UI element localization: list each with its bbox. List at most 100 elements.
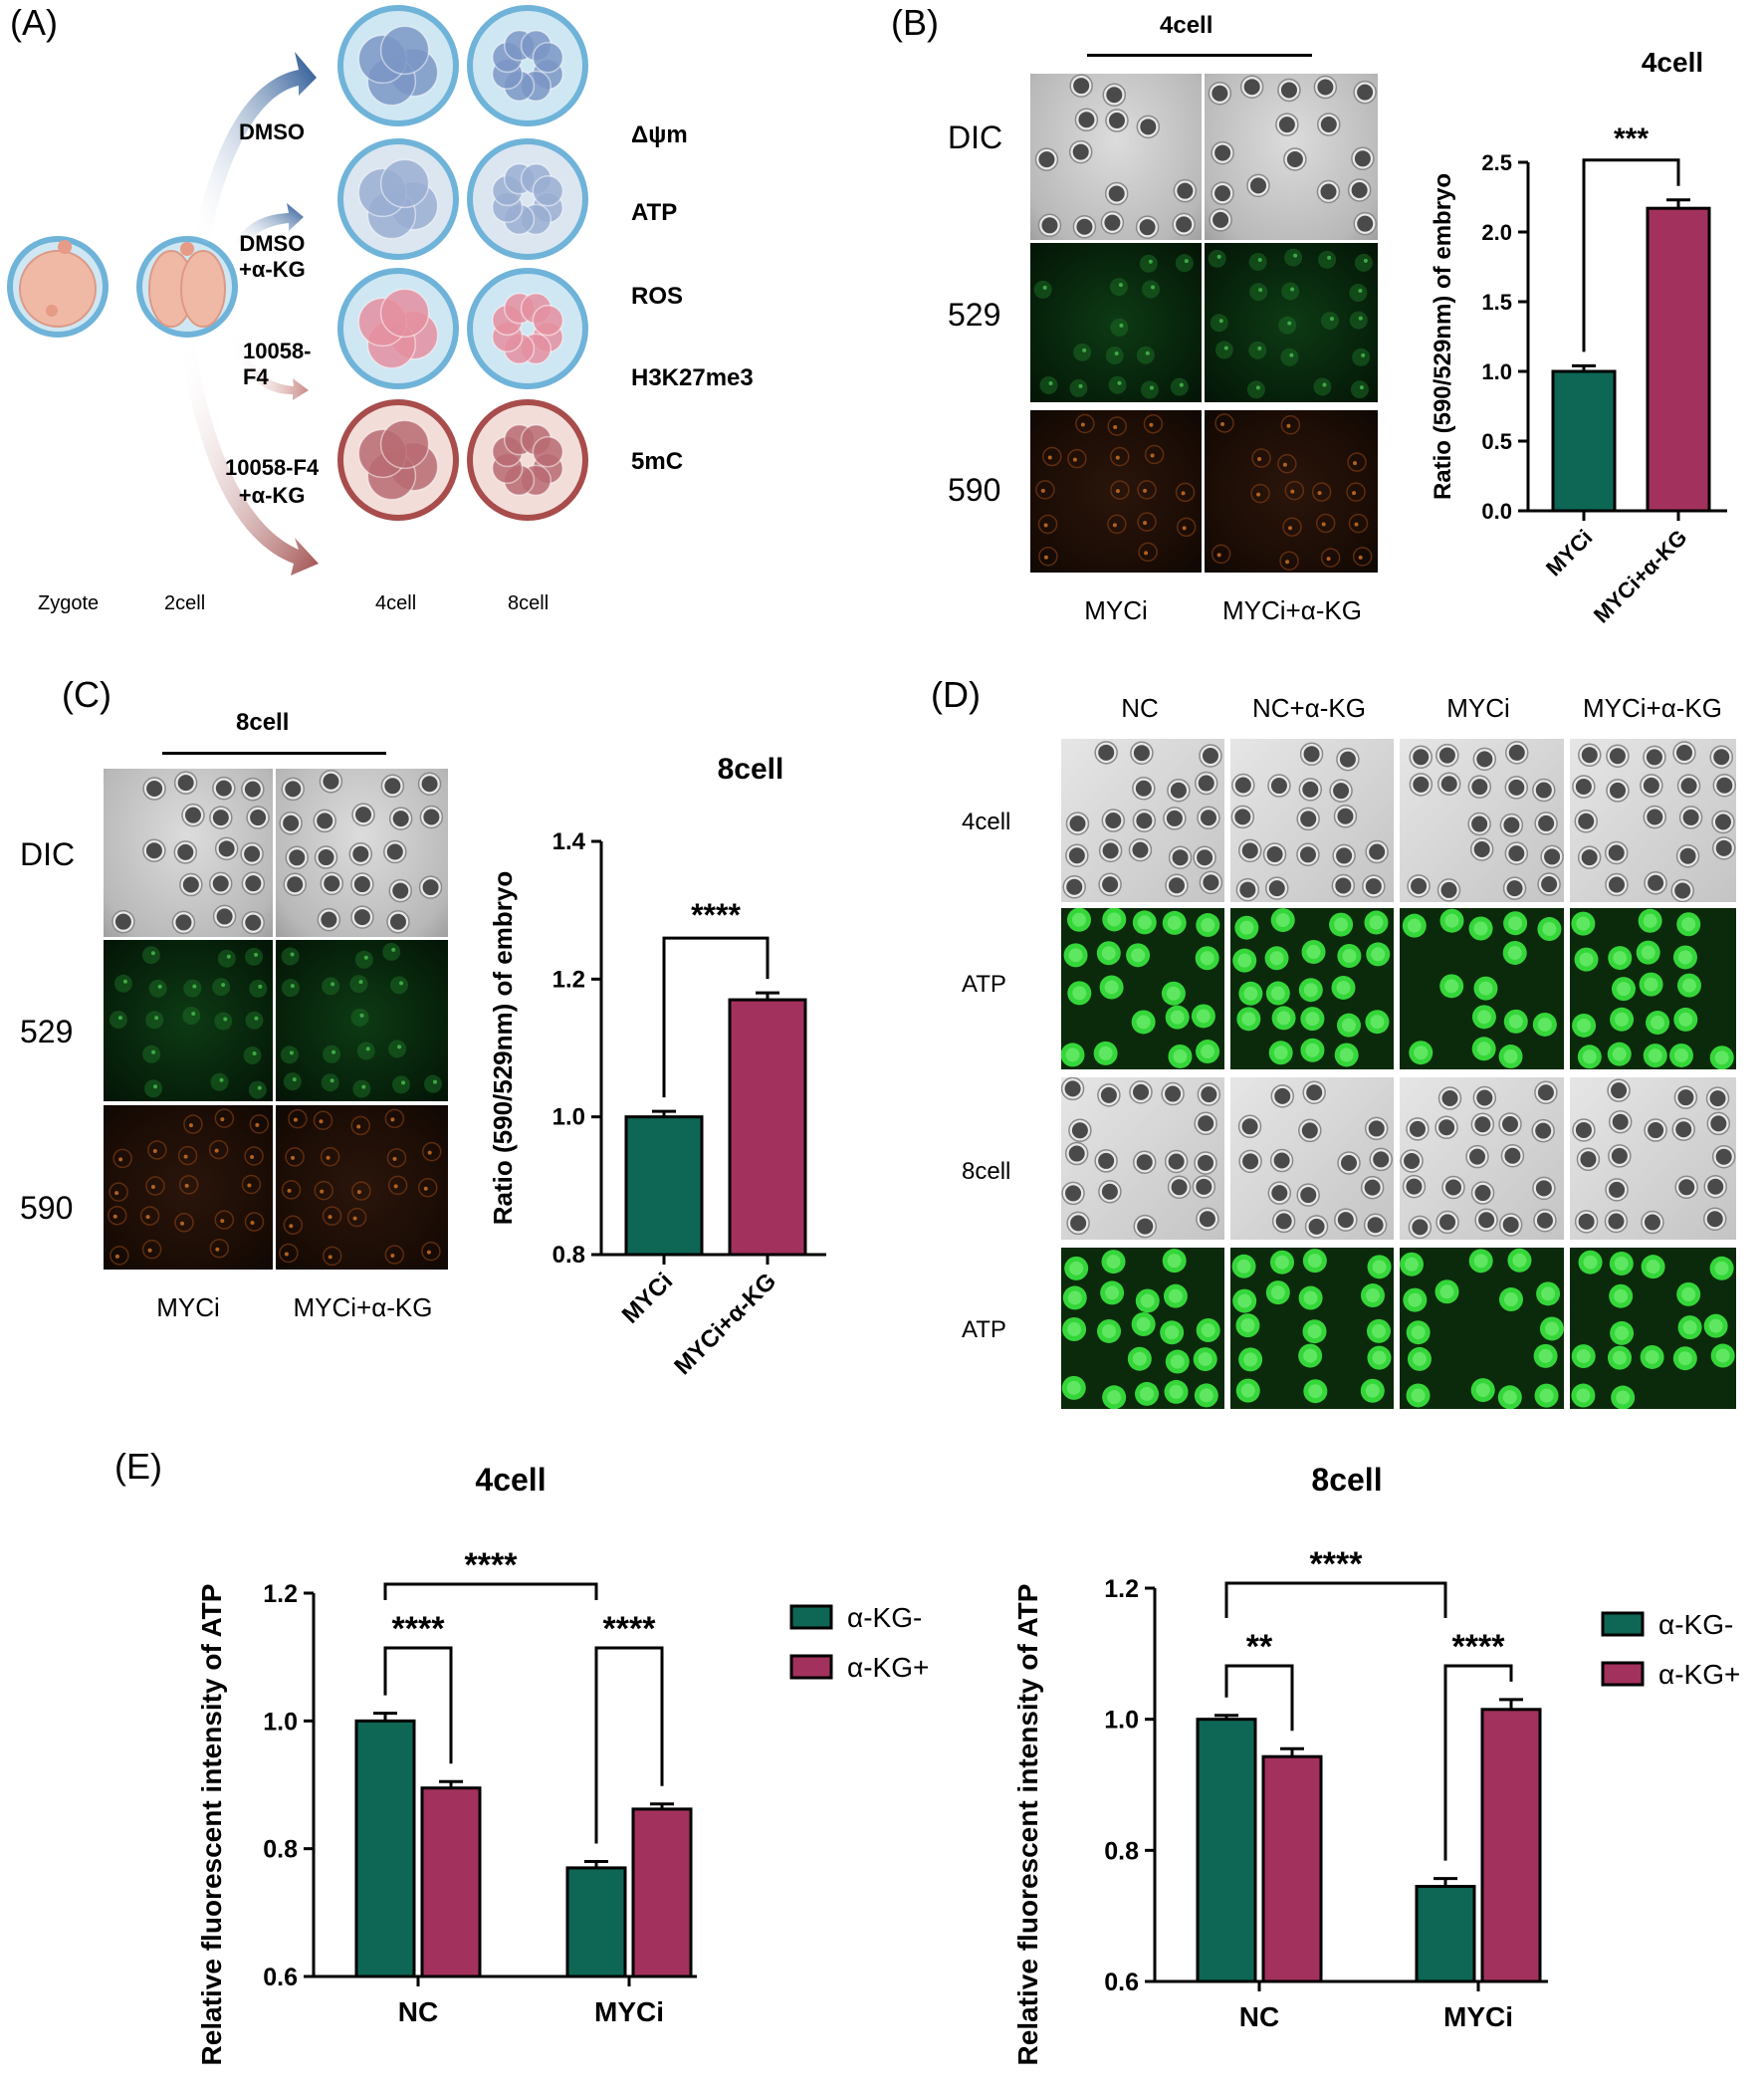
embryo-core xyxy=(1476,1042,1491,1056)
legend-label: α-KG+ xyxy=(1658,1659,1740,1690)
embryo xyxy=(418,1177,438,1198)
assay-label-dpsi: Δψm xyxy=(631,121,688,148)
embryo-core xyxy=(1538,814,1555,831)
embryo-core xyxy=(1357,84,1374,101)
mito-spot xyxy=(1286,423,1291,428)
embryo-core xyxy=(1537,1084,1554,1101)
embryo xyxy=(113,974,132,993)
mito-spot xyxy=(290,984,295,989)
embryo-field xyxy=(1572,1078,1736,1235)
embryo-core xyxy=(1170,782,1187,799)
embryo-core xyxy=(1173,1048,1188,1063)
embryo-core xyxy=(1651,1016,1665,1031)
panel-c-row-590: 590 xyxy=(20,1190,74,1226)
mito-spot xyxy=(258,984,263,989)
embryo-core xyxy=(1168,1288,1183,1303)
embryo-core xyxy=(1067,1322,1082,1337)
embryo-core xyxy=(1357,215,1374,232)
embryo-core xyxy=(1504,1147,1521,1164)
bar-nc-akg-plus xyxy=(1261,1754,1323,1983)
embryo-field xyxy=(1211,413,1373,572)
embryo xyxy=(174,1213,194,1233)
embryo-core xyxy=(1508,916,1523,931)
mito-spot xyxy=(361,1084,366,1089)
embryo-core xyxy=(323,773,339,790)
micrograph-d-8cell-dic-myci-akg xyxy=(1570,1077,1736,1240)
embryo-core xyxy=(1168,1153,1185,1170)
treatment-label-dmso-akg: DMSO +α-KG xyxy=(239,231,306,282)
embryo-core xyxy=(1471,779,1488,796)
embryo xyxy=(1251,448,1271,468)
embryo xyxy=(1143,413,1164,434)
significance-bracket-within-nc xyxy=(1224,1664,1294,1732)
embryo-core xyxy=(1105,1285,1120,1300)
embryo-core xyxy=(1576,916,1591,931)
mito-spot xyxy=(1148,259,1153,264)
bar-myci xyxy=(624,1115,704,1257)
embryo-core xyxy=(1680,778,1697,795)
mito-spot xyxy=(397,1044,402,1049)
bar-nc-akg-minus xyxy=(354,1719,416,1978)
embryo xyxy=(1110,446,1130,467)
panel-d-col-myci: MYCi xyxy=(1446,693,1510,723)
micrograph-b-dic-myci-akg xyxy=(1205,74,1378,240)
embryo xyxy=(244,1212,265,1232)
legend-swatch xyxy=(1601,1611,1645,1637)
mito-spot xyxy=(393,1184,398,1189)
mito-spot xyxy=(319,1119,324,1124)
embryo-core xyxy=(1366,1288,1381,1303)
embryo-core xyxy=(1613,951,1628,966)
embryo-core xyxy=(1212,85,1228,102)
embryo xyxy=(1139,254,1158,273)
embryo-core xyxy=(212,875,229,892)
embryo-core xyxy=(1196,1009,1211,1024)
embryo-core xyxy=(1337,1212,1354,1229)
embryo xyxy=(1037,514,1058,535)
significance-bracket xyxy=(1582,158,1680,352)
y-tick-label: 1.2 xyxy=(263,1580,298,1608)
embryo-core xyxy=(1171,1179,1188,1196)
mito-spot xyxy=(118,1157,123,1162)
embryo-core xyxy=(1369,843,1386,860)
mito-spot xyxy=(291,1155,296,1160)
mito-spot xyxy=(1358,289,1363,294)
significance-stars: **** xyxy=(465,1546,519,1584)
bar-myci-akg-plus xyxy=(631,1807,693,1978)
embryo-core xyxy=(1132,1351,1147,1366)
embryo-core xyxy=(175,914,192,931)
mito-spot xyxy=(157,984,162,989)
embryo xyxy=(280,1045,299,1064)
embryo-core xyxy=(1714,1261,1729,1276)
embryo xyxy=(144,1079,163,1098)
embryo xyxy=(1136,346,1155,364)
arrow-f4 xyxy=(229,334,309,400)
embryo-field xyxy=(1572,741,1736,902)
stage-label-2cell: 2cell xyxy=(164,592,206,614)
embryo-core xyxy=(215,780,232,797)
embryo-core xyxy=(1503,1292,1518,1307)
embryo xyxy=(1170,377,1189,396)
embryo-core xyxy=(1648,1048,1662,1063)
embryo xyxy=(1280,348,1299,366)
embryo xyxy=(423,1074,442,1093)
embryo xyxy=(1107,514,1127,535)
blastomere xyxy=(379,158,430,209)
mito-spot xyxy=(352,1216,357,1221)
mito-spot xyxy=(1151,285,1156,290)
mito-spot xyxy=(1115,489,1120,494)
embryo xyxy=(214,1210,235,1230)
mito-spot xyxy=(1181,491,1186,496)
x-tick-label: MYCi+α-KG xyxy=(669,1268,781,1380)
embryo-field xyxy=(1061,908,1220,1068)
embryo xyxy=(321,1073,339,1092)
stage-label-4cell: 4cell xyxy=(375,592,417,614)
embryo-core xyxy=(1104,214,1121,231)
mito-spot xyxy=(1359,385,1364,390)
mito-spot xyxy=(1048,380,1053,385)
embryo-core xyxy=(1541,876,1558,893)
embryo-core xyxy=(1404,1153,1421,1170)
embryo-core xyxy=(1507,945,1522,960)
chart-b-4cell-ratio: 4cell 0.0 0.5 1.0 1.5 2.0 2.5 Ratio (590/529nm)… xyxy=(1430,47,1727,628)
mito-spot xyxy=(254,1016,259,1021)
embryo-core xyxy=(1069,1261,1084,1276)
